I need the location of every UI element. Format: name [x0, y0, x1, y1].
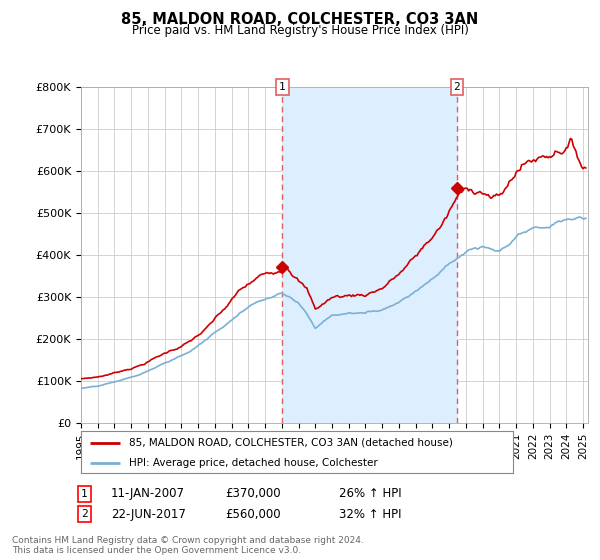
Text: £560,000: £560,000: [225, 507, 281, 521]
Text: 2: 2: [454, 82, 460, 92]
Text: Contains HM Land Registry data © Crown copyright and database right 2024.
This d: Contains HM Land Registry data © Crown c…: [12, 536, 364, 556]
Text: 22-JUN-2017: 22-JUN-2017: [111, 507, 186, 521]
Text: Price paid vs. HM Land Registry's House Price Index (HPI): Price paid vs. HM Land Registry's House …: [131, 24, 469, 36]
Text: HPI: Average price, detached house, Colchester: HPI: Average price, detached house, Colc…: [128, 458, 377, 468]
Text: 1: 1: [81, 489, 88, 499]
Text: £370,000: £370,000: [225, 487, 281, 501]
Text: 1: 1: [279, 82, 286, 92]
Text: 26% ↑ HPI: 26% ↑ HPI: [339, 487, 401, 501]
Bar: [283, 87, 457, 423]
Text: 85, MALDON ROAD, COLCHESTER, CO3 3AN: 85, MALDON ROAD, COLCHESTER, CO3 3AN: [121, 12, 479, 27]
Text: 32% ↑ HPI: 32% ↑ HPI: [339, 507, 401, 521]
Text: 11-JAN-2007: 11-JAN-2007: [111, 487, 185, 501]
Text: 85, MALDON ROAD, COLCHESTER, CO3 3AN (detached house): 85, MALDON ROAD, COLCHESTER, CO3 3AN (de…: [128, 438, 452, 448]
Text: 2: 2: [81, 509, 88, 519]
